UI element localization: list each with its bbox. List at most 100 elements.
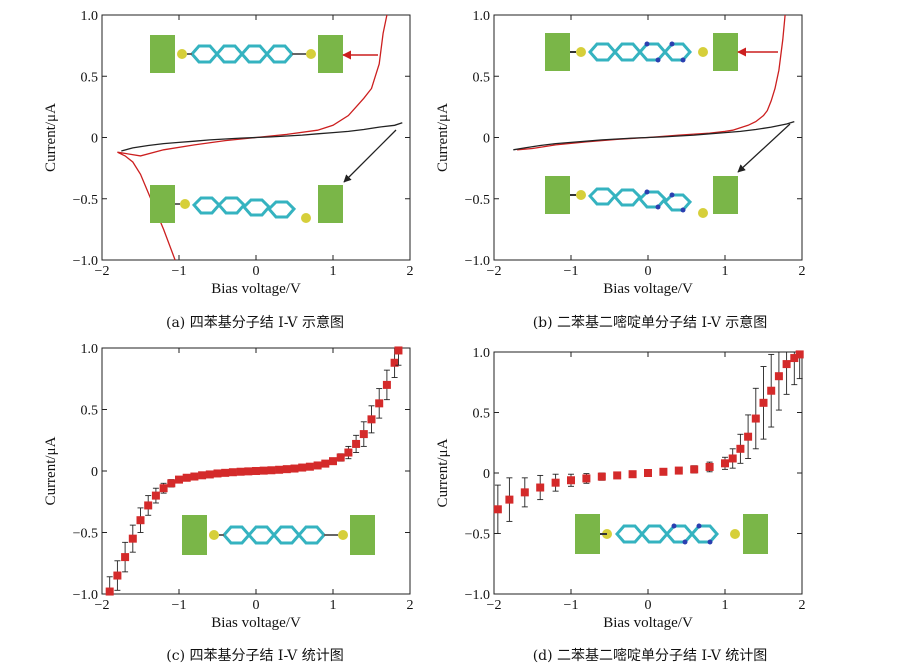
- data-point: [751, 414, 760, 423]
- data-point: [790, 354, 799, 363]
- y-tick-label: 0.5: [473, 407, 491, 422]
- data-point: [336, 453, 345, 462]
- x-tick-label: 0: [253, 264, 260, 279]
- y-tick-label: −1.0: [465, 254, 490, 269]
- y-tick-label: 0.5: [81, 404, 99, 419]
- data-point: [582, 474, 591, 483]
- x-tick-label: 0: [645, 598, 652, 613]
- x-tick-label: 1: [722, 264, 729, 279]
- y-tick-label: 0: [91, 465, 98, 480]
- x-tick-label: 2: [799, 264, 806, 279]
- data-point: [244, 467, 253, 476]
- data-point: [159, 484, 168, 493]
- data-point: [290, 464, 299, 473]
- series-line-1: [513, 120, 795, 151]
- data-point: [394, 346, 403, 355]
- data-point: [313, 461, 322, 470]
- x-tick-label: −2: [95, 264, 110, 279]
- y-tick-label: 0: [483, 132, 490, 147]
- data-point: [167, 479, 176, 488]
- data-point: [674, 466, 683, 475]
- data-point: [182, 473, 191, 482]
- data-point: [705, 462, 714, 471]
- data-point: [728, 454, 737, 463]
- caption-a: (a) 四苯基分子结 I-V 示意图: [166, 314, 344, 331]
- captions: (a) 四苯基分子结 I-V 示意图 (b) 二苯基二嘧啶单分子结 I-V 示意…: [166, 314, 767, 664]
- x-tick-label: 1: [330, 598, 337, 613]
- molecule-junction-b-bottom: [545, 176, 738, 218]
- data-point: [321, 459, 330, 468]
- x-axis-label: Bias voltage/V: [603, 615, 693, 631]
- molecule-junction-b-top: [545, 33, 738, 71]
- data-point: [382, 380, 391, 389]
- data-point: [252, 467, 260, 475]
- data-point: [213, 469, 222, 478]
- data-point: [736, 444, 745, 453]
- data-point: [259, 466, 268, 475]
- y-tick-label: 0: [483, 467, 490, 482]
- arrow-black-b: [737, 123, 791, 173]
- series-line-0: [117, 14, 388, 261]
- data-point: [144, 501, 153, 510]
- x-tick-label: −1: [172, 264, 187, 279]
- data-point: [282, 465, 291, 474]
- data-point: [597, 472, 606, 481]
- y-tick-label: −1.0: [73, 588, 98, 603]
- data-point: [221, 468, 230, 477]
- x-tick-label: −1: [564, 264, 579, 279]
- data-point: [520, 488, 529, 497]
- y-axis-label: Current/μA: [435, 103, 451, 172]
- data-point: [121, 553, 130, 562]
- data-point: [198, 471, 207, 480]
- y-axis-label: Current/μA: [43, 436, 59, 505]
- data-point: [236, 467, 245, 476]
- y-tick-label: −0.5: [465, 193, 490, 208]
- data-point: [175, 475, 183, 484]
- molecule-junction-a-bottom: [150, 185, 343, 223]
- x-tick-label: 2: [407, 264, 414, 279]
- data-point: [613, 471, 622, 480]
- plot-area-a: −2 −1 0 1 2 −1.0 −0.5 0 0.5 1.0 Bias voltage/V Curr…: [43, 9, 414, 297]
- data-point: [329, 457, 337, 466]
- data-point: [105, 587, 114, 596]
- data-point: [151, 491, 160, 500]
- data-point: [493, 505, 502, 514]
- caption-d: (d) 二苯基二嘧啶单分子结 I-V 统计图: [533, 647, 768, 664]
- x-tick-label: −2: [487, 598, 502, 613]
- y-tick-label: 1.0: [81, 342, 99, 357]
- x-tick-label: 2: [407, 598, 414, 613]
- molecule-junction-c: [182, 515, 375, 555]
- data-point: [275, 465, 284, 474]
- data-point: [352, 439, 361, 448]
- y-tick-label: 0.5: [81, 70, 99, 85]
- y-tick-label: 1.0: [81, 9, 99, 24]
- panel-d: −2 −1 0 1 2 −1.0 −0.5 0 0.5 1.0 Bias voltage/V Curr…: [435, 346, 806, 631]
- data-point: [205, 470, 214, 479]
- data-point: [567, 476, 575, 485]
- x-tick-label: −1: [564, 598, 579, 613]
- data-point: [795, 350, 804, 359]
- y-tick-label: 0: [91, 132, 98, 147]
- data-point: [551, 478, 560, 487]
- x-tick-label: 1: [330, 264, 337, 279]
- panel-a: −2 −1 0 1 2 −1.0 −0.5 0 0.5 1.0 Bias voltage/V Curr…: [43, 9, 414, 297]
- y-axis-label: Current/μA: [43, 103, 59, 172]
- data-point: [782, 360, 791, 369]
- data-point: [367, 415, 376, 424]
- x-tick-label: 0: [645, 264, 652, 279]
- x-tick-label: −2: [95, 598, 110, 613]
- x-tick-label: −2: [487, 264, 502, 279]
- y-tick-label: 1.0: [473, 9, 491, 24]
- data-point: [505, 495, 514, 504]
- arrow-black-a: [343, 129, 397, 183]
- data-point: [128, 534, 137, 543]
- caption-c: (c) 四苯基分子结 I-V 统计图: [166, 647, 343, 664]
- data-point: [267, 466, 276, 475]
- data-point: [659, 467, 668, 476]
- data-point: [375, 399, 384, 408]
- data-point: [113, 571, 122, 580]
- data-point: [744, 432, 753, 441]
- panel-b: −2 −1 0 1 2 −1.0 −0.5 0 0.5 1.0 Bias voltage/V Curr…: [435, 9, 806, 297]
- plot-area-d: −2 −1 0 1 2 −1.0 −0.5 0 0.5 1.0 Bias voltage/V Curr…: [435, 346, 806, 631]
